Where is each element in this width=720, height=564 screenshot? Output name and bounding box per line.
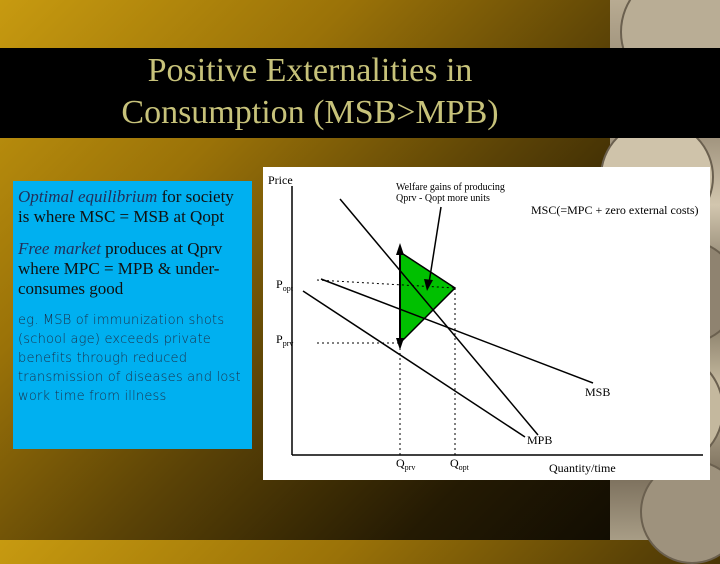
annotation-pointer <box>428 206 442 284</box>
optimal-equilibrium-italic: Optimal equilibrium <box>18 187 158 206</box>
p-prv-label: Pprv <box>276 332 293 348</box>
annotation-pointer-head <box>424 279 433 291</box>
free-market-italic: Free market <box>18 239 101 258</box>
slide-title: Positive Externalities in Consumption (M… <box>0 50 620 134</box>
explanation-textbox: Optimal equilibrium for society is where… <box>13 181 252 449</box>
optimal-equilibrium-text: Optimal equilibrium for society is where… <box>18 187 247 227</box>
welfare-arrow-head-top <box>396 243 404 255</box>
welfare-gain-triangle <box>399 250 457 345</box>
x-axis-label: Quantity/time <box>549 461 616 475</box>
externality-diagram: Price Quantity/time Popt Pprv Qprv Qopt … <box>263 167 710 480</box>
free-market-text: Free market produces at Qprv where MPC =… <box>18 239 247 299</box>
p-opt-label: Popt <box>276 277 294 293</box>
p-opt-guide <box>316 279 456 289</box>
q-prv-label: Qprv <box>396 456 415 472</box>
title-band <box>0 48 720 138</box>
msc-label: MSC(=MPC + zero external costs) <box>531 203 699 217</box>
title-line-1: Positive Externalities in <box>147 52 473 89</box>
q-opt-label: Qopt <box>450 456 470 472</box>
diagram-svg: Price Quantity/time Popt Pprv Qprv Qopt … <box>268 173 703 475</box>
msc-curve <box>339 198 539 436</box>
annotation-line-1: Welfare gains of producing <box>396 182 505 193</box>
mpb-curve <box>302 290 526 438</box>
welfare-arrow-head-bottom <box>396 338 404 350</box>
mpb-label: MPB <box>527 433 552 447</box>
msb-curve <box>320 278 594 384</box>
msb-label: MSB <box>585 385 610 399</box>
free-market-rest: produces at Qprv where MPC = MPB & under… <box>18 239 223 298</box>
annotation-line-2: Qprv - Qopt more units <box>396 193 490 204</box>
example-text: eg. MSB of immunization shots (school ag… <box>18 313 241 404</box>
title-line-2: Consumption (MSB>MPB) <box>121 94 499 131</box>
optimal-equilibrium-rest: for society is where MSC = MSB at Qopt <box>18 187 234 226</box>
y-axis-label: Price <box>268 173 293 187</box>
